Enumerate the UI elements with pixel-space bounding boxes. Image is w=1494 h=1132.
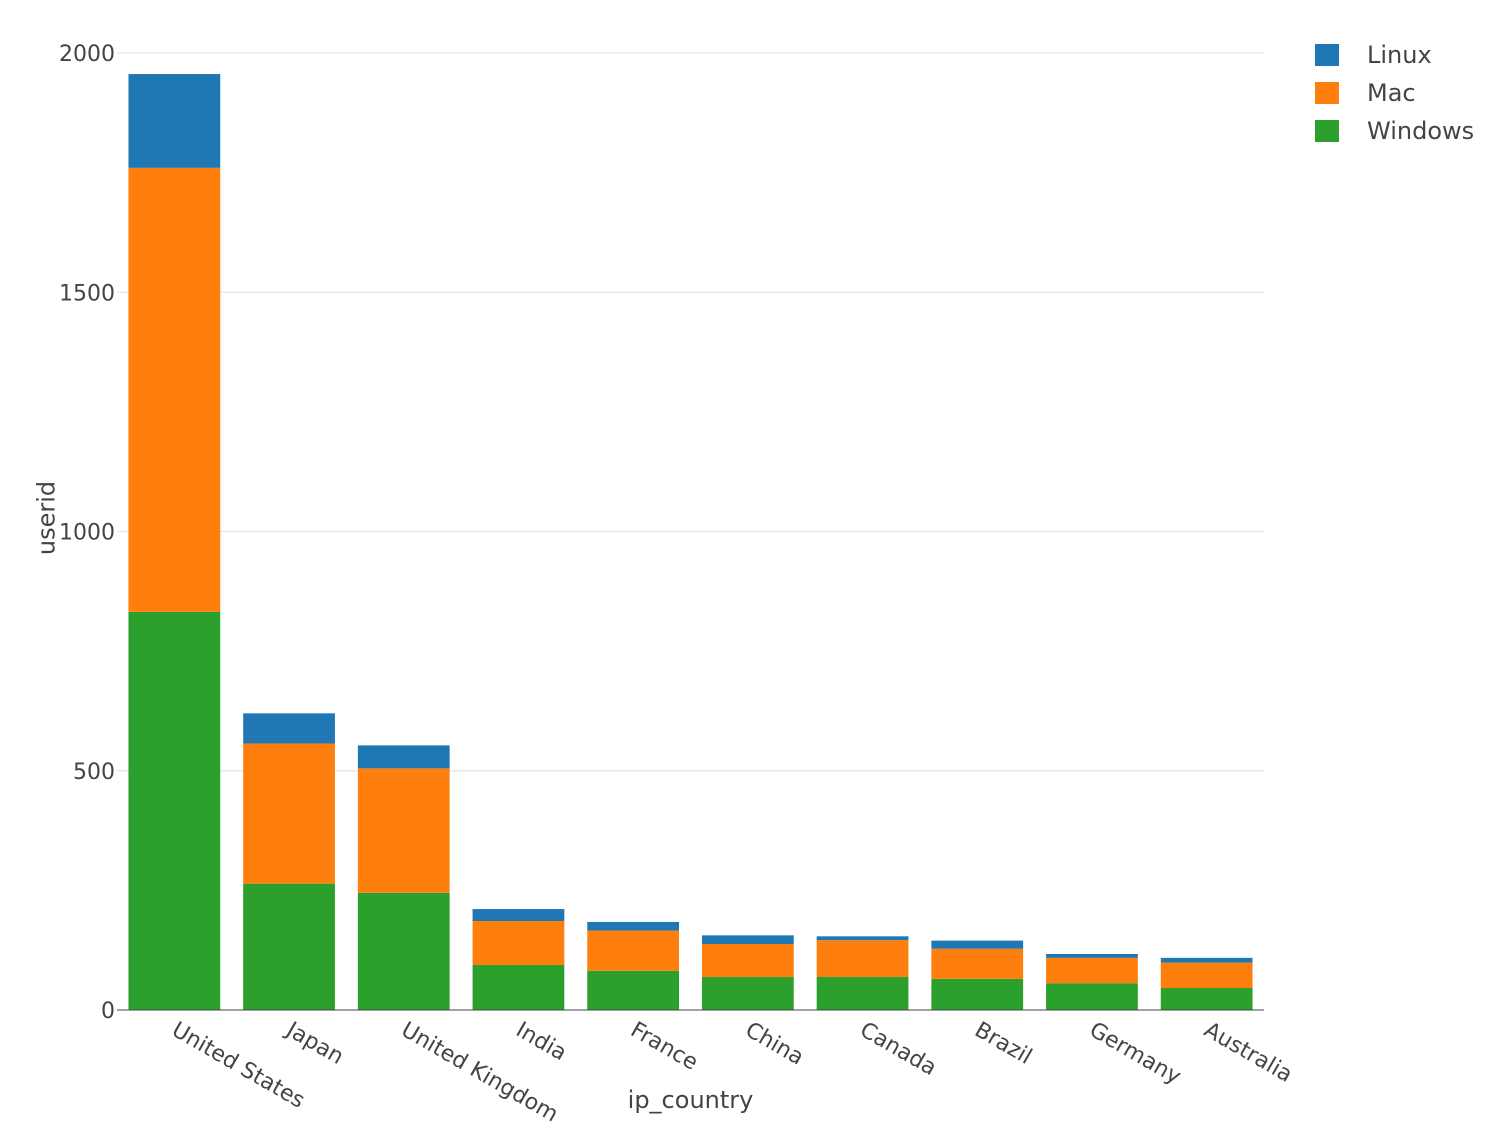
bar-segment[interactable]: [1160, 987, 1253, 1010]
legend-item[interactable]: Linux: [1315, 41, 1432, 69]
x-tick-label: Brazil: [970, 1018, 1036, 1070]
x-tick-label: Germany: [1085, 1018, 1185, 1090]
bar-segment[interactable]: [701, 935, 794, 944]
y-tick-label: 1500: [59, 281, 115, 306]
y-tick-label: 2000: [59, 42, 115, 67]
x-tick-label: India: [511, 1018, 570, 1067]
bar-segment[interactable]: [357, 745, 450, 769]
bar-segment[interactable]: [931, 940, 1024, 949]
legend-item[interactable]: Mac: [1315, 79, 1416, 107]
bar-segment[interactable]: [701, 943, 794, 977]
bar-segment[interactable]: [1046, 954, 1138, 958]
bar-segment[interactable]: [472, 920, 565, 966]
bar-segment[interactable]: [128, 74, 221, 168]
bar-segment[interactable]: [128, 611, 221, 1010]
bar-segment[interactable]: [1046, 957, 1138, 984]
bar-segment[interactable]: [587, 930, 680, 971]
bar-segment[interactable]: [357, 892, 450, 1010]
bar-segment[interactable]: [816, 936, 909, 941]
bar-segment[interactable]: [243, 883, 335, 1010]
x-tick-label: Japan: [280, 1017, 347, 1070]
bar-segment[interactable]: [243, 713, 335, 744]
bar-segment[interactable]: [587, 921, 680, 931]
gridlines: [117, 52, 1264, 772]
bar-segment[interactable]: [472, 909, 565, 921]
bar-segment[interactable]: [357, 768, 450, 893]
y-tick-labels: 0 500 1000 1500 2000: [59, 42, 115, 1024]
legend-swatch: [1315, 44, 1339, 66]
x-tick-label: France: [626, 1018, 702, 1076]
y-tick-label: 1000: [59, 521, 115, 546]
x-tick-label: Canada: [856, 1018, 941, 1082]
bar-segment[interactable]: [1160, 957, 1253, 963]
y-tick-label: 500: [73, 760, 115, 785]
bar-segment[interactable]: [472, 965, 565, 1010]
legend-item[interactable]: Windows: [1315, 117, 1474, 145]
x-tick-label: China: [741, 1018, 808, 1071]
legend-swatch: [1315, 82, 1339, 104]
x-axis-title: ip_country: [628, 1086, 754, 1114]
bar-segment[interactable]: [243, 743, 335, 884]
legend-swatch: [1315, 120, 1339, 142]
bar-segment[interactable]: [816, 940, 909, 977]
bar-segment[interactable]: [587, 970, 680, 1010]
legend[interactable]: Linux Mac Windows: [1315, 41, 1474, 145]
y-tick-label: 0: [101, 999, 115, 1024]
legend-label: Windows: [1367, 117, 1474, 145]
bar-segment[interactable]: [931, 948, 1024, 979]
legend-label: Linux: [1367, 41, 1432, 69]
bar-segment[interactable]: [931, 978, 1024, 1010]
bar-segment[interactable]: [816, 976, 909, 1010]
bar-segment[interactable]: [1046, 983, 1138, 1010]
x-tick-label: Australia: [1200, 1018, 1297, 1088]
bar-segment[interactable]: [1160, 962, 1253, 988]
bars: [128, 74, 1253, 1010]
legend-label: Mac: [1367, 79, 1416, 107]
y-axis-title: userid: [32, 481, 60, 555]
bar-segment[interactable]: [701, 976, 794, 1010]
bar-segment[interactable]: [128, 167, 221, 612]
